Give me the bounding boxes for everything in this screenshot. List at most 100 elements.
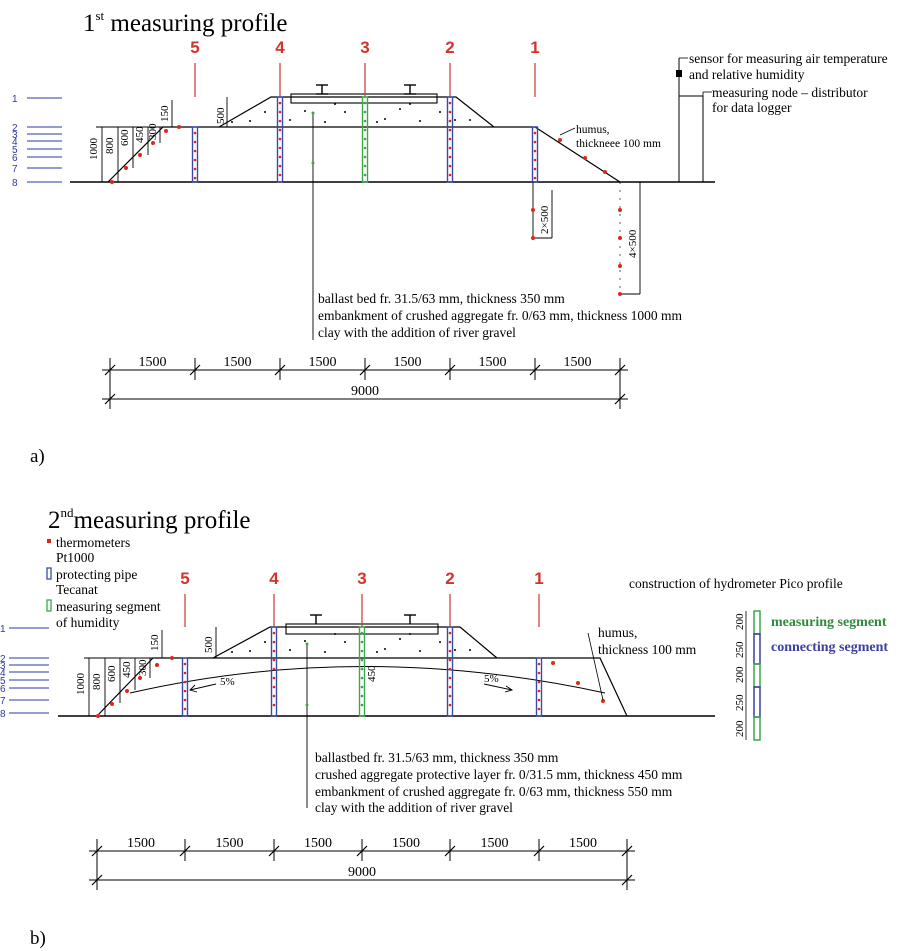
thermometer-dot-icon xyxy=(193,167,197,171)
dim-4x500: 4×500 xyxy=(627,229,639,258)
layer-text-4: clay with the addition of river gravel xyxy=(315,800,513,815)
layer-leader: ballastbed fr. 31.5/63 mm, thickness 350… xyxy=(305,642,683,815)
thermometer-dot-icon xyxy=(551,661,555,665)
rail-icon xyxy=(310,614,416,624)
ballast-outline xyxy=(212,626,498,659)
protecting-pipe-1 xyxy=(535,657,543,717)
sleeper xyxy=(290,93,438,104)
span-slash xyxy=(179,845,191,857)
span-slash xyxy=(104,364,116,376)
thermometer-dot-icon xyxy=(278,164,282,168)
profile-number-1: 1 xyxy=(530,38,539,57)
dim-800: 800 xyxy=(91,673,103,690)
thermometer-dot-icon xyxy=(278,155,282,159)
dim-450-center: 450 xyxy=(366,665,378,682)
depth-dimensions xyxy=(96,100,175,182)
profile-number-5: 5 xyxy=(190,38,199,57)
dim-150: 150 xyxy=(159,105,171,122)
thermometer-dot-icon xyxy=(360,676,364,680)
thermometer-dot-icon xyxy=(272,667,276,671)
thermometer-dot-icon xyxy=(363,173,367,177)
pico-connecting-label: connecting segment xyxy=(771,640,888,655)
depth-dimension-labels: 1000 800 600 450 300 150 500 450 xyxy=(75,634,378,695)
thermometer-dot-icon xyxy=(272,658,276,662)
dim-150: 150 xyxy=(149,634,161,651)
dim-800: 800 xyxy=(104,137,116,154)
layer-leader: ballast bed fr. 31.5/63 mm, thickness 35… xyxy=(311,111,683,340)
slope-thermometers xyxy=(110,125,607,184)
thermometer-dot-icon xyxy=(448,101,452,105)
layer-text-1: ballast bed fr. 31.5/63 mm, thickness 35… xyxy=(318,291,565,306)
level-label-6: 6 xyxy=(0,684,6,695)
profile-number-4: 4 xyxy=(269,569,279,588)
span-slash xyxy=(444,364,456,376)
span-dimensions: 1500 1500 1500 1500 1500 1500 9000 xyxy=(102,355,628,409)
level-label-2: 2 xyxy=(0,654,6,665)
legend-thermometers: thermometers xyxy=(56,535,130,550)
thermometer-dot-icon xyxy=(533,149,537,153)
span-dim-label: 1500 xyxy=(304,836,332,851)
span-dim-label: 1500 xyxy=(564,355,592,370)
span-dim-label: 1500 xyxy=(392,836,420,851)
thermometer-dot-icon xyxy=(183,680,187,684)
span-slash xyxy=(621,845,633,857)
span-slash xyxy=(529,364,541,376)
ballast-texture xyxy=(231,103,471,123)
sensor-text-2: and relative humidity xyxy=(689,67,805,82)
thermometer-dot-icon xyxy=(533,158,537,162)
span-slash xyxy=(189,364,201,376)
dim-600: 600 xyxy=(106,665,118,682)
thermometer-dot-icon xyxy=(360,703,364,707)
thermometer-dot-icon xyxy=(272,694,276,698)
thermometer-dot-icon xyxy=(603,170,607,174)
level-label-8: 8 xyxy=(0,709,6,720)
sensor-icon xyxy=(676,70,682,77)
thermometer-dot-icon xyxy=(170,656,174,660)
profile-number-1: 1 xyxy=(534,569,543,588)
thermometer-dot-icon xyxy=(576,681,580,685)
slope-right-label: 5% xyxy=(484,673,499,685)
profile-number-3: 3 xyxy=(357,569,366,588)
thermometer-dot-icon xyxy=(183,698,187,702)
dim-300: 300 xyxy=(147,123,159,140)
profile-number-5: 5 xyxy=(180,569,189,588)
thermometer-dot-icon xyxy=(183,689,187,693)
pico-dim-5: 200 xyxy=(734,720,746,737)
pico-measuring-label: measuring segment xyxy=(771,615,887,630)
thermometer-dot-icon xyxy=(448,164,452,168)
profile-numbers: 5 4 3 2 1 xyxy=(190,38,540,97)
thermometer-dot-icon xyxy=(533,176,537,180)
thermometer-dot-icon xyxy=(110,180,114,184)
thermometer-dot-icon xyxy=(278,173,282,177)
thermometer-dot-icon xyxy=(183,662,187,666)
thermometer-dot-icon xyxy=(448,676,452,680)
thermometer-dot-icon xyxy=(363,164,367,168)
panel-a-label: a) xyxy=(30,446,45,467)
thermometer-dot-icon xyxy=(533,131,537,135)
depth-dimension-labels: 1000 800 600 450 300 150 500 xyxy=(88,105,227,160)
thermometer-dot-icon xyxy=(583,156,587,160)
thermometer-dot-icon xyxy=(272,685,276,689)
level-label-1: 1 xyxy=(12,94,18,105)
thermometer-dot-icon xyxy=(363,128,367,132)
protecting-pipe-2 xyxy=(446,626,454,717)
humus-label: humus, thickness 100 mm xyxy=(587,625,697,701)
thermometer-dot-icon xyxy=(193,149,197,153)
thermometer-dot-icon xyxy=(448,137,452,141)
depth-dimensions xyxy=(84,627,217,716)
span-dim-label: 1500 xyxy=(139,355,167,370)
thermometer-dot-icon xyxy=(164,129,168,133)
thermometer-dot-icon xyxy=(448,640,452,644)
thermometer-dot-icon xyxy=(278,101,282,105)
pico-dim-2: 250 xyxy=(734,641,746,658)
thermometer-dot-icon xyxy=(360,658,364,662)
thermometer-dot-icon xyxy=(360,685,364,689)
span-slash xyxy=(614,364,626,376)
deep-thermometers: 2×500 4×500 xyxy=(531,182,641,296)
total-slash xyxy=(614,393,626,405)
pico-dim-1: 200 xyxy=(734,613,746,630)
level-label-3: 3 xyxy=(12,130,18,141)
